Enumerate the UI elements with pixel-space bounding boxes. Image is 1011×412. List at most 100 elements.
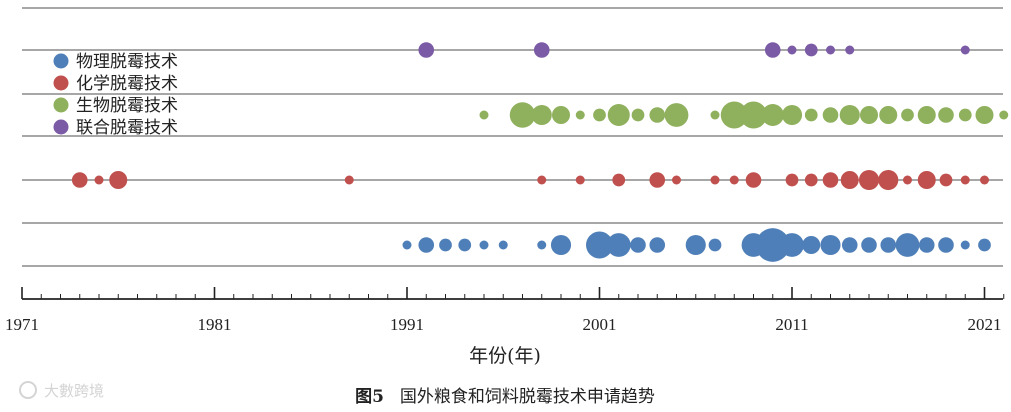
bubble-point — [960, 175, 970, 185]
bubble-point — [664, 103, 689, 127]
bubble-point — [980, 175, 989, 185]
bubble-point — [586, 231, 613, 259]
bubble-point — [917, 171, 936, 189]
bubble-point — [729, 175, 739, 185]
bubble-point — [895, 233, 920, 257]
gridlines — [22, 7, 1003, 267]
x-tick-label: 2001 — [583, 315, 617, 334]
bubble-point — [860, 106, 878, 124]
bubble-point — [479, 110, 489, 120]
bubble-point — [845, 45, 855, 55]
x-tick-label: 1971 — [5, 315, 39, 334]
bubble-point — [755, 228, 790, 262]
bubble-point — [439, 238, 452, 252]
bubble-point — [649, 172, 666, 188]
bubble-point — [550, 234, 572, 256]
bubble-point — [840, 171, 859, 189]
legend-item: 联合脱霉技术 — [53, 118, 178, 138]
bubble-point — [861, 237, 877, 253]
figure-label: 图5 — [355, 387, 384, 407]
bubble-point — [880, 237, 897, 253]
bubble-point — [649, 107, 666, 123]
bubble-point — [879, 106, 898, 124]
legend-item: 生物脱霉技术 — [53, 96, 178, 116]
bubble-point — [878, 169, 899, 191]
watermark-icon — [19, 381, 37, 399]
legend-label: 生物脱霉技术 — [76, 96, 178, 116]
bubble-point — [344, 175, 354, 185]
bubble-point — [745, 172, 762, 188]
bubble-point — [531, 104, 552, 126]
bubble-point — [780, 233, 804, 257]
figure-caption-text: 国外粮食和饲料脱霉技术申请趋势 — [400, 387, 655, 407]
bubble-point — [630, 237, 646, 253]
bubble-point — [509, 102, 536, 128]
bubble-point — [94, 175, 104, 185]
bubble-point — [649, 237, 666, 253]
bubble-point — [537, 240, 547, 250]
bubble-point — [785, 173, 799, 187]
bubble-point — [575, 175, 585, 185]
x-axis-title: 年份(年) — [469, 345, 541, 367]
legend-marker — [53, 119, 69, 135]
bubble-point — [479, 240, 489, 250]
bubble-point — [631, 108, 645, 122]
watermark: 大數跨境 — [19, 381, 104, 400]
legend-item: 化学脱霉技术 — [53, 74, 178, 94]
bubble-point — [917, 106, 936, 124]
legend-label: 联合脱霉技术 — [76, 118, 178, 138]
bubble-point — [918, 237, 935, 253]
bubble-point — [822, 172, 839, 188]
bubble-point — [418, 237, 435, 253]
bubble-point — [960, 45, 970, 55]
series-group — [402, 228, 991, 262]
bubble-point — [781, 104, 803, 126]
figure-caption: 图5 国外粮食和饲料脱霉技术申请趋势 — [355, 387, 655, 407]
bubble-point — [740, 101, 767, 129]
x-tick-label: 2011 — [775, 315, 808, 334]
bubble-point — [537, 175, 547, 185]
bubble-point — [802, 236, 821, 254]
bubble-point — [903, 175, 912, 185]
bubble-point — [820, 234, 841, 256]
legend-marker — [53, 97, 69, 113]
bubble-point — [498, 240, 508, 250]
bubble-point — [826, 45, 835, 55]
bubble-point — [804, 43, 818, 57]
bubble-point — [685, 234, 706, 256]
bubble-point — [938, 237, 954, 253]
bubble-point — [958, 108, 972, 122]
series-group — [71, 169, 989, 191]
bubble-point — [612, 173, 626, 187]
bubble-point — [787, 45, 797, 55]
x-axis: 1971 1981 1991 2001 2011 2021 — [5, 287, 1005, 334]
legend-label: 物理脱霉技术 — [76, 52, 178, 72]
bubble-point — [593, 108, 606, 122]
bubble-point — [109, 171, 128, 189]
bubble-point — [938, 107, 954, 123]
bubble-point — [402, 240, 412, 250]
bubble-point — [418, 42, 435, 58]
bubble-point — [978, 238, 991, 252]
bubble-point — [822, 107, 839, 123]
x-tick-label: 1981 — [198, 315, 232, 334]
bubble-point — [708, 238, 722, 252]
bubble-point — [804, 173, 818, 187]
bubble-point — [71, 172, 88, 188]
bubble-point — [552, 106, 570, 124]
bubble-point — [720, 101, 748, 129]
bubble-point — [761, 103, 784, 127]
bubble-point — [533, 42, 550, 58]
bubble-point — [575, 110, 585, 120]
bubble-point — [841, 237, 858, 253]
bubble-point — [710, 110, 720, 120]
watermark-text: 大數跨境 — [44, 382, 104, 400]
bubble-point — [764, 42, 781, 58]
bubble-point — [975, 106, 994, 124]
legend-item: 物理脱霉技术 — [53, 52, 178, 72]
bubble-point — [710, 175, 720, 185]
bubble-point — [999, 110, 1009, 120]
